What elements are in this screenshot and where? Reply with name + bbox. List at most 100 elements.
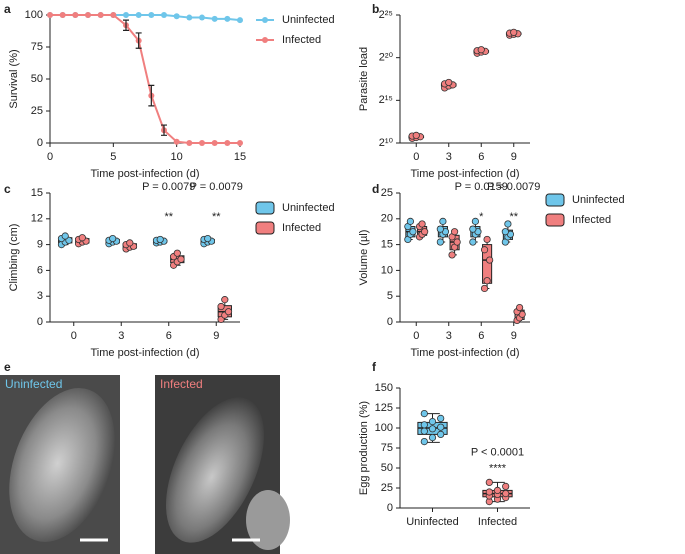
x-tick-label: 0	[413, 151, 419, 163]
point	[156, 235, 164, 244]
x-axis-label: Time post-infection (d)	[410, 347, 519, 359]
point	[123, 12, 129, 18]
point	[501, 228, 509, 236]
legend-marker	[545, 193, 565, 207]
point	[59, 12, 66, 18]
x-tick-label: Uninfected	[406, 516, 459, 528]
y-tick-label: 75	[31, 41, 43, 53]
y-tick-label: 2²⁰	[379, 52, 394, 64]
legend-marker	[255, 221, 275, 235]
point	[126, 239, 134, 247]
y-tick-label: 3	[37, 290, 43, 302]
point	[428, 417, 437, 426]
legend-label: Uninfected	[282, 202, 335, 214]
y-tick-label: 25	[31, 105, 43, 117]
y-axis-label: Parasite load	[358, 47, 370, 111]
point	[510, 28, 518, 36]
point	[237, 140, 243, 146]
point	[224, 15, 231, 22]
x-tick-label: 9	[213, 330, 219, 342]
y-tick-label: 2¹⁰	[379, 137, 394, 149]
x-tick-label: 15	[234, 151, 246, 163]
legend-label: Uninfected	[572, 194, 625, 206]
legend-label: Uninfected	[282, 14, 335, 26]
point	[173, 249, 181, 257]
image-label: Uninfected	[5, 377, 62, 391]
y-tick-label: 20	[381, 213, 393, 225]
x-tick-label: 6	[478, 330, 484, 342]
point	[428, 425, 437, 433]
legend-marker	[262, 17, 268, 23]
point	[515, 303, 524, 312]
point	[486, 256, 494, 264]
panel-label: b	[372, 2, 379, 16]
point	[161, 12, 167, 18]
point	[420, 421, 428, 429]
point	[173, 13, 180, 20]
point	[421, 228, 429, 236]
point	[412, 131, 420, 139]
x-tick-label: 0	[47, 151, 53, 163]
x-tick-label: 0	[413, 330, 419, 342]
point	[186, 14, 193, 21]
y-axis-label: Survival (%)	[8, 49, 20, 108]
y-tick-label: 2²⁵	[379, 9, 393, 21]
y-tick-label: 150	[375, 382, 393, 394]
point	[471, 217, 479, 225]
point	[483, 277, 491, 285]
point	[504, 220, 512, 228]
y-tick-label: 15	[381, 239, 393, 251]
significance: *	[479, 211, 484, 223]
point	[502, 489, 510, 498]
point	[224, 140, 231, 146]
y-tick-label: 0	[387, 502, 393, 514]
y-tick-label: 50	[31, 73, 43, 85]
error-bar	[135, 32, 142, 49]
x-tick-label: 10	[171, 151, 183, 163]
point	[406, 217, 414, 225]
error-bar	[161, 124, 167, 136]
point	[439, 217, 447, 225]
point	[420, 437, 428, 446]
x-tick-label: 9	[511, 151, 517, 163]
significance: **	[164, 211, 173, 223]
error-bar	[123, 19, 129, 31]
x-tick-label: 0	[71, 330, 77, 342]
point	[186, 140, 193, 146]
x-tick-label: Infected	[478, 516, 517, 528]
point	[477, 46, 485, 54]
panel-label: d	[372, 182, 379, 196]
point	[409, 228, 417, 236]
legend-marker	[255, 201, 275, 215]
x-axis-label: Time post-infection (d)	[410, 168, 519, 180]
panel-label: f	[372, 360, 377, 374]
point	[173, 138, 180, 145]
y-tick-label: 25	[381, 482, 393, 494]
point	[237, 17, 243, 24]
y-tick-label: 15	[31, 187, 43, 199]
point	[437, 423, 445, 431]
image-infected	[155, 375, 290, 554]
point	[453, 238, 461, 246]
point	[437, 430, 445, 438]
point	[72, 12, 79, 18]
y-tick-label: 6	[37, 264, 43, 276]
legend-label: Infected	[282, 222, 321, 234]
point	[47, 12, 53, 18]
point	[199, 14, 205, 21]
point	[61, 232, 69, 240]
point	[502, 482, 510, 490]
legend-marker	[545, 213, 565, 227]
y-tick-label: 125	[375, 402, 393, 414]
x-tick-label: 3	[446, 330, 452, 342]
point	[199, 140, 205, 146]
legend-label: Infected	[572, 214, 611, 226]
panel-label: e	[4, 360, 11, 374]
point	[211, 15, 218, 22]
point	[436, 238, 444, 246]
point	[78, 234, 86, 242]
p-value: P = 0.0079	[142, 181, 195, 193]
point	[109, 234, 117, 243]
y-axis-label: Climbing (cm)	[8, 224, 20, 292]
